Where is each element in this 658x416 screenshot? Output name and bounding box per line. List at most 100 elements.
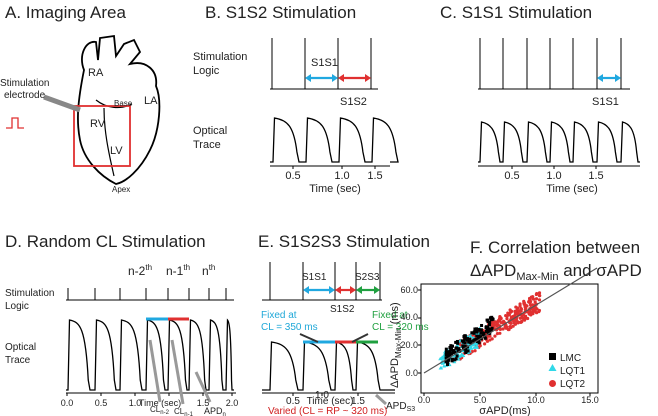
scatter-dot <box>444 353 448 357</box>
scatter-dot <box>537 293 542 298</box>
legend-label: LQT2 <box>560 379 585 390</box>
stimulation-logic <box>262 262 382 301</box>
sub: n-2 <box>160 410 169 416</box>
label: Apex <box>112 185 130 194</box>
apd-label: APDn <box>204 406 226 416</box>
scatter-dot <box>493 334 497 338</box>
scatter-dot <box>522 299 526 303</box>
x-tick-label: 1.0 <box>546 170 561 182</box>
scatter-dot <box>473 327 477 331</box>
x-tick-label: 0.5 <box>504 170 519 182</box>
scatter-dot <box>508 308 512 312</box>
scatter-dot <box>515 310 519 314</box>
scatter-dot <box>454 357 458 361</box>
interval-label: S1S2 <box>340 96 367 108</box>
scatter-dot <box>449 352 453 356</box>
legend-swatch <box>549 353 556 360</box>
scatter-dot <box>467 340 471 344</box>
stimulation-logic <box>66 288 234 301</box>
scatter-dot <box>463 336 467 340</box>
plot-frame <box>420 283 599 394</box>
scatter-dot <box>449 348 453 352</box>
scatter-dot <box>457 347 461 351</box>
x-tick-label: 5.0 <box>474 395 487 405</box>
sup: th <box>183 263 190 272</box>
y-tick-label: 0.0 <box>405 368 418 378</box>
scatter-dot <box>452 353 457 358</box>
scatter-dot <box>495 332 500 336</box>
scatter-dot <box>530 295 535 299</box>
scatter-dot <box>533 309 537 314</box>
scatter-dot <box>481 331 485 335</box>
y-tick-label: 60.0 <box>400 285 418 295</box>
optical-trace <box>262 341 395 391</box>
scatter-dot <box>444 347 448 351</box>
scatter-dot <box>464 351 468 355</box>
scatter-dot <box>513 322 518 326</box>
scatter-dot <box>466 349 470 353</box>
text: n-2 <box>128 264 146 278</box>
scatter-dot <box>504 326 508 330</box>
scatter-dot <box>477 341 481 345</box>
scatter-dot <box>527 296 532 301</box>
scatter-dot <box>514 319 518 323</box>
scatter-dot <box>505 316 509 321</box>
scatter-dot <box>446 353 450 357</box>
text: n <box>202 264 209 278</box>
scatter-dot <box>488 323 492 327</box>
panel-title: A. Imaging Area <box>5 3 127 22</box>
scatter-dot <box>515 306 520 310</box>
scatter-dot <box>470 331 474 335</box>
pulse-icon <box>6 117 24 129</box>
scatter-dot <box>475 330 479 334</box>
beat-label: nth <box>202 263 215 278</box>
drawings <box>6 34 640 406</box>
scatter-dot <box>490 315 494 319</box>
scatter-dot <box>488 320 492 324</box>
row-label: Optical <box>5 342 36 353</box>
x-tick-label: 1.5 <box>367 170 382 182</box>
sub: n <box>223 412 226 416</box>
scatter-dot <box>519 320 523 324</box>
pointer <box>148 339 162 403</box>
scatter-dot <box>460 339 464 343</box>
scatter-dot <box>526 316 530 321</box>
x-tick-label: 15.0 <box>581 395 599 405</box>
text: ΔAPD <box>389 358 401 388</box>
scatter-dot <box>476 327 480 331</box>
y-tick-label: 20.0 <box>400 340 418 350</box>
time-axis <box>478 165 640 169</box>
scatter-dot <box>469 340 473 344</box>
note: Varied (CL = RP ~ 320 ms) <box>268 406 387 416</box>
scatter-dot <box>456 341 460 345</box>
scatter-dot <box>504 313 508 318</box>
scatter-dot <box>444 360 448 364</box>
x-tick-label: 0.0 <box>418 395 431 405</box>
time-axis <box>262 392 395 396</box>
scatter-dot <box>438 356 443 361</box>
axis-label: Time (sec) <box>139 398 181 408</box>
scatter-dot <box>446 362 450 366</box>
scatter-dot <box>530 310 534 315</box>
scatter-dot <box>518 316 523 320</box>
optical-trace <box>66 318 234 391</box>
scatter-dot <box>498 331 502 335</box>
text: CL <box>150 405 161 414</box>
row-label: Optical <box>193 125 227 137</box>
scatter-dot <box>459 352 464 357</box>
scatter-dot <box>440 355 445 359</box>
panel-title: B. S1S2 Stimulation <box>205 3 356 22</box>
scatter-dot <box>486 318 490 322</box>
imaging-area <box>73 105 131 167</box>
scatter-dot <box>461 344 465 348</box>
scatter-dot <box>455 354 459 358</box>
panel-title: D. Random CL Stimulation <box>5 232 206 251</box>
legend-swatch <box>548 364 557 371</box>
cl-label: CLn-1 <box>174 407 194 416</box>
stimulation-logic <box>270 38 378 90</box>
x-tick-label: 2.0 <box>226 398 239 408</box>
scatter-dot <box>506 311 510 315</box>
scatter-dot <box>474 344 479 348</box>
scatter-dot <box>483 336 487 340</box>
scatter-dot <box>522 316 526 320</box>
